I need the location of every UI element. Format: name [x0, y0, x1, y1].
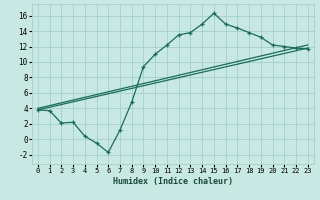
X-axis label: Humidex (Indice chaleur): Humidex (Indice chaleur) [113, 177, 233, 186]
